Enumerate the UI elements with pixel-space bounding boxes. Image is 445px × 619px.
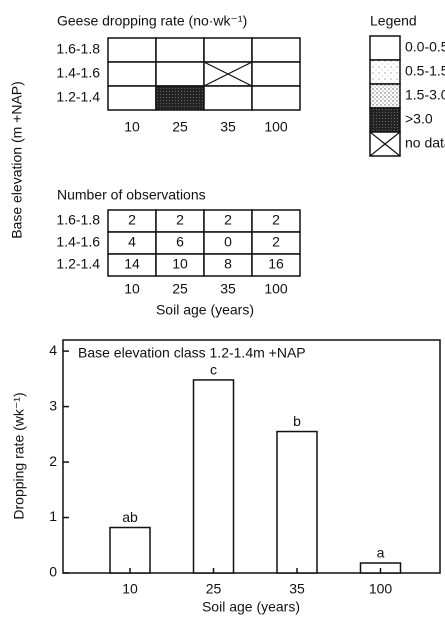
grid-cell: [251, 61, 301, 87]
bar: [276, 430, 318, 574]
cell-value: 2: [272, 212, 280, 228]
cell-value: 2: [272, 234, 280, 250]
column-label: 25: [172, 281, 188, 297]
cell-value: 16: [268, 256, 284, 272]
row-label: 1.2-1.4: [56, 89, 100, 105]
legend-swatch: [369, 107, 401, 133]
y-axis-label: Base elevation (m +NAP): [9, 81, 25, 239]
cell-value: 6: [176, 234, 184, 250]
cell-value: 2: [224, 212, 232, 228]
grid-cell: [107, 61, 157, 87]
column-label: 35: [220, 281, 236, 297]
column-label: 10: [124, 281, 140, 297]
x-axis-label: Soil age (years): [202, 599, 300, 615]
y-tick-label: 4: [49, 342, 57, 358]
legend-swatch: [369, 83, 401, 109]
grid-cell: [107, 37, 157, 63]
legend-swatch: [369, 59, 401, 85]
legend-title: Legend: [370, 13, 417, 29]
bar: [192, 379, 235, 574]
x-axis-label: Soil age (years): [156, 302, 254, 318]
grid-cell: [203, 85, 253, 111]
legend-swatch: [369, 35, 401, 61]
table-cell: [251, 253, 301, 277]
x-tick-label: 10: [122, 581, 138, 597]
y-axis-label: Dropping rate (wk⁻¹): [11, 392, 27, 519]
column-label: 25: [172, 119, 188, 135]
cell-value: 8: [224, 256, 232, 272]
grid-title: Geese dropping rate (no·wk⁻¹): [57, 13, 247, 29]
grid-cell: [251, 85, 301, 111]
x-tick-label: 100: [369, 581, 393, 597]
legend-label: 0.0-0.5: [405, 39, 445, 55]
y-tick-label: 0: [49, 564, 57, 580]
grid-cell: [251, 37, 301, 63]
cross-line: [369, 131, 401, 157]
row-label: 1.4-1.6: [56, 234, 100, 250]
x-tick-label: 35: [289, 581, 305, 597]
plot-frame: [62, 339, 441, 574]
cell-value: 2: [128, 212, 136, 228]
cell-value: 14: [124, 256, 140, 272]
bar-title: Base elevation class 1.2-1.4m +NAP: [78, 345, 306, 361]
cell-value: 4: [128, 234, 136, 250]
legend-label: no data: [405, 135, 445, 151]
legend-label: 0.5-1.5: [405, 63, 445, 79]
row-label: 1.4-1.6: [56, 65, 100, 81]
y-tick-label: 1: [49, 508, 57, 524]
row-label: 1.6-1.8: [56, 41, 100, 57]
legend-label: 1.5-3.0: [405, 87, 445, 103]
grid-cell: [203, 37, 253, 63]
x-tick-label: 25: [206, 581, 222, 597]
column-label: 10: [124, 119, 140, 135]
grid-cell: [107, 85, 157, 111]
legend-label: >3.0: [405, 111, 433, 127]
cell-value: 2: [176, 212, 184, 228]
row-label: 1.6-1.8: [56, 212, 100, 228]
bar-annotation: c: [210, 362, 217, 378]
grid-cell: [155, 85, 205, 111]
column-label: 100: [264, 119, 288, 135]
column-label: 35: [220, 119, 236, 135]
bar-annotation: ab: [122, 509, 138, 525]
cell-value: 10: [172, 256, 188, 272]
grid-cell: [155, 61, 205, 87]
y-tick-label: 3: [49, 397, 57, 413]
y-tick-label: 2: [49, 453, 57, 469]
column-label: 100: [264, 281, 288, 297]
bar-annotation: a: [377, 545, 385, 561]
row-label: 1.2-1.4: [56, 256, 100, 272]
cross-line: [203, 61, 253, 87]
grid-cell: [155, 37, 205, 63]
table-title: Number of observations: [57, 187, 206, 203]
bar-annotation: b: [293, 413, 301, 429]
cell-value: 0: [224, 234, 232, 250]
bar: [109, 526, 151, 574]
